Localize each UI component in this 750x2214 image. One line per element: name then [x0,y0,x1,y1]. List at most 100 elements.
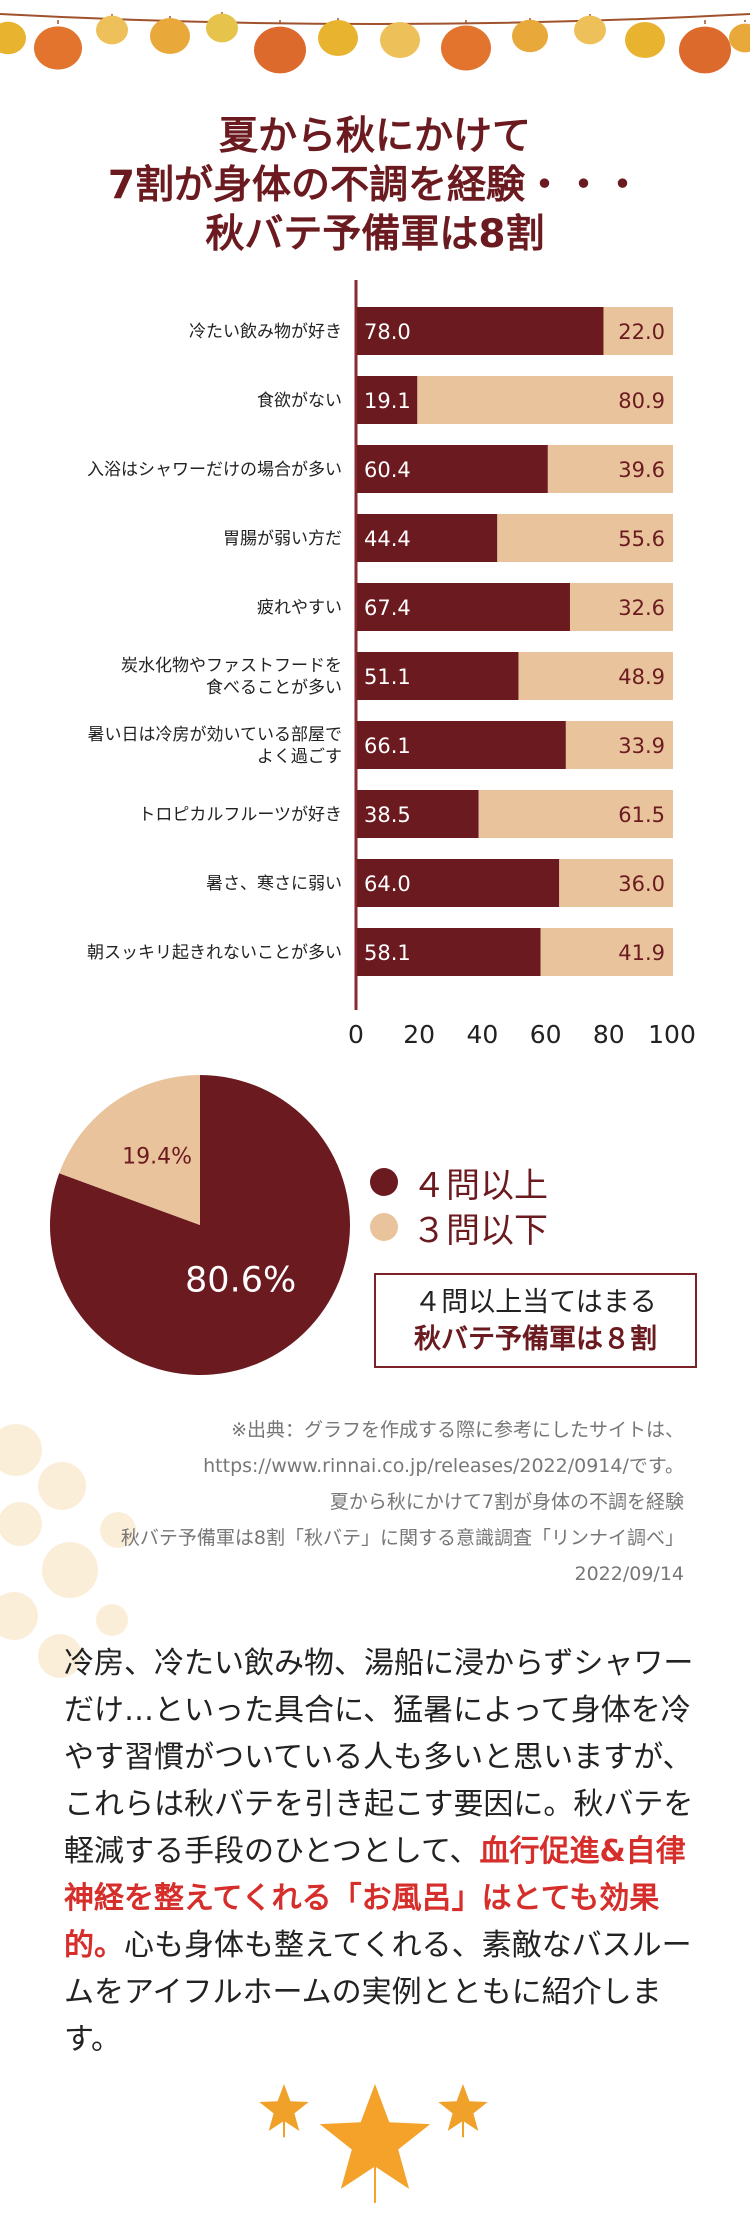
category-label: 疲れやすい [257,598,342,618]
decorative-dot [38,1462,86,1510]
bar-segment-dark [357,376,418,424]
title-line-2: 7割が身体の不調を経験・・・ [107,163,643,208]
bar-segment-dark [357,445,548,493]
bar-segment-light [559,859,673,907]
bar-value-label: 58.1 [364,941,411,965]
leaf-icon [254,26,306,74]
callout-box: ４問以上当てはまる 秋バテ予備軍は８割 [374,1273,697,1368]
decorative-dot [0,1502,42,1546]
maple-leaves-decoration [259,2084,488,2203]
source-line: ※出典：グラフを作成する際に参考にしたサイトは、 [231,1419,684,1441]
category-label: よく過ごす [257,747,342,767]
category-label: トロピカルフルーツが好き [138,805,342,825]
bar-value-label: 55.6 [618,527,665,551]
legend-item-4-or-more: ４問以上 [370,1160,548,1206]
pie-chart: 80.6% 19.4% [49,1075,350,1375]
leaf-icon [574,15,606,45]
bar-value-label: 67.4 [364,596,411,620]
category-label: 暑い日は冷房が効いている部屋で [88,725,343,745]
bar-segment-dark [357,721,566,769]
source-line: 2022/09/14 [574,1563,684,1585]
bar-value-label: 61.5 [618,803,665,827]
bar-value-label: 64.0 [364,872,411,896]
maple-leaf-icon [319,2084,431,2189]
title-line-3: 秋バテ予備軍は8割 [205,212,545,257]
body-text-part-2: 心も身体も整えてくれる、素敵なバスルームをアイフルホームの実例とともに紹介します… [64,1928,692,2057]
decorative-dot [100,1512,136,1548]
leaf-icon [729,23,750,53]
bar-segment-light [497,514,673,562]
pie-slice-label: 80.6% [185,1261,296,1301]
maple-leaf-icon [259,2084,309,2131]
leaf-icon [0,21,26,55]
bar-segment-dark [357,583,570,631]
bar-segment-dark [357,307,604,355]
bar-segment-dark [357,859,560,907]
leaf-icon [150,18,190,54]
page-title: 夏から秋にかけて 7割が身体の不調を経験・・・ 秋バテ予備軍は8割 [0,112,750,259]
legend-label: ３問以下 [412,1210,548,1251]
leaf-icon [441,25,491,71]
leaf-icon [380,22,420,58]
category-label: 暑さ、寒さに弱い [206,874,342,894]
category-label: 朝スッキリ起きれないことが多い [87,943,342,963]
bar-value-label: 60.4 [364,458,411,482]
bar-segment-light [518,652,673,700]
bar-value-label: 22.0 [618,320,665,344]
bar-value-label: 44.4 [364,527,411,551]
source-line: https://www.rinnai.co.jp/releases/2022/0… [203,1455,684,1477]
bar-value-label: 19.1 [364,389,411,413]
bar-segment-dark [357,652,519,700]
bar-value-label: 51.1 [364,665,411,689]
legend-label: ４問以上 [412,1165,548,1206]
maple-leaf-icon [438,2084,488,2131]
x-tick-label: 0 [348,1020,364,1049]
bar-segment-light [547,445,673,493]
legend-item-3-or-less: ３問以下 [370,1205,548,1251]
decorative-dot [42,1542,98,1598]
bar-value-label: 80.9 [618,389,665,413]
x-tick-label: 80 [593,1020,625,1049]
decorative-dot [96,1604,128,1636]
legend-dot-dark [370,1168,398,1196]
legend-dot-light [370,1213,398,1241]
leaf-icon [34,26,82,70]
bar-segment-dark [357,928,541,976]
pie-slice [49,1075,350,1375]
category-label: 入浴はシャワーだけの場合が多い [87,460,342,480]
decorative-dots [0,1424,136,1678]
bar-segment-light [565,721,673,769]
body-text-part-1: 冷房、冷たい飲み物、湯船に浸からずシャワーだけ…といった具合に、猛暑によって身体… [64,1646,694,1869]
source-line: 秋バテ予備軍は8割「秋バテ」に関する意識調査「リンナイ調べ」 [120,1527,684,1549]
bar-segment-light [478,790,673,838]
bar-segment-light [540,928,673,976]
callout-line-2: 秋バテ予備軍は８割 [414,1324,657,1355]
bar-value-label: 39.6 [618,458,665,482]
stacked-bar-chart: 78.0 22.0 冷たい飲み物が好き 19.1 80.9 食欲がない 60.4 39.6 入浴… [87,280,696,1049]
category-label: 食欲がない [257,391,342,411]
leaf-icon [96,15,128,45]
bar-segment-light [569,583,673,631]
source-line: 夏から秋にかけて7割が身体の不調を経験 [329,1491,684,1513]
autumn-leaf-garland [0,12,750,74]
category-label: 胃腸が弱い方だ [223,529,342,549]
bar-value-label: 36.0 [618,872,665,896]
bar-value-label: 33.9 [618,734,665,758]
leaf-icon [512,19,548,53]
category-label: 炭水化物やファストフードを [121,656,342,676]
decorative-dot [0,1592,38,1640]
callout-line-1: ４問以上当てはまる [414,1287,657,1318]
category-label: 食べることが多い [206,678,342,698]
bar-segment-light [417,376,673,424]
decorative-dot [0,1424,42,1476]
body-paragraph: 冷房、冷たい飲み物、湯船に浸からずシャワーだけ…といった具合に、猛暑によって身体… [64,1640,694,2063]
leaf-icon [625,22,665,58]
decorative-dot [38,1634,82,1678]
bar-value-label: 66.1 [364,734,411,758]
bar-value-label: 38.5 [364,803,411,827]
bar-value-label: 32.6 [618,596,665,620]
pie-slice-label: 19.4% [122,1145,192,1170]
source-note: ※出典：グラフを作成する際に参考にしたサイトは、 https://www.rin… [44,1412,684,1592]
bar-segment-dark [357,514,498,562]
x-tick-label: 40 [466,1020,498,1049]
